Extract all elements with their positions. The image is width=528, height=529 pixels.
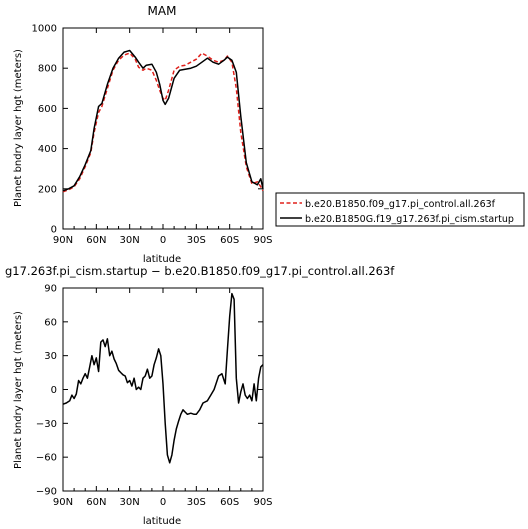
bottom-x-tick-label: 90N: [53, 497, 73, 508]
bottom-series-line-1: [62, 292, 264, 464]
top-y-tick-label: 0: [51, 225, 57, 236]
top-x-tick-label: 90N: [53, 235, 73, 246]
bottom-chart-ylabel: Planet bndry layer hgt (meters): [13, 311, 24, 469]
bottom-x-tick-label: 30S: [187, 497, 206, 508]
legend-label-series-1: b.e20.B1850.f09_g17.pi_control.all.263f: [305, 199, 496, 210]
top-x-tick-label: 90S: [253, 235, 272, 246]
top-chart-ylabel: Planet bndry layer hgt (meters): [13, 49, 24, 207]
top-series-line-2: [62, 49, 264, 192]
top-x-tick-label: 60S: [220, 235, 239, 246]
top-y-tick-label: 200: [38, 184, 57, 195]
top-x-tick-label: 30S: [187, 235, 206, 246]
bottom-x-tick-label: 0: [160, 497, 166, 508]
top-x-tick-label: 30N: [120, 235, 140, 246]
bottom-y-tick-label: 90: [44, 284, 57, 295]
top-series-line-1: [62, 52, 264, 193]
bottom-chart: g17.263f.pi_cism.startup − b.e20.B1850.f…: [5, 264, 395, 527]
top-x-tick-label: 0: [160, 235, 166, 246]
bottom-x-tick-label: 90S: [253, 497, 272, 508]
legend-label-series-2: b.e20.B1850G.f19_g17.263f.pi_cism.startu…: [305, 214, 514, 225]
legend-box: [275, 192, 525, 227]
bottom-chart-title: g17.263f.pi_cism.startup − b.e20.B1850.f…: [5, 264, 395, 278]
top-y-tick-label: 400: [38, 144, 57, 155]
bottom-y-tick-label: −60: [36, 453, 57, 464]
bottom-chart-xlabel: latitude: [143, 516, 181, 527]
bottom-y-tick-label: 30: [44, 351, 57, 362]
top-y-tick-label: 1000: [32, 24, 57, 35]
bottom-y-tick-label: −30: [36, 419, 57, 430]
bottom-x-tick-label: 60N: [86, 497, 106, 508]
bottom-x-tick-label: 30N: [120, 497, 140, 508]
top-chart-xlabel: latitude: [143, 254, 181, 265]
top-x-tick-label: 60N: [86, 235, 106, 246]
bottom-y-tick-label: −90: [36, 487, 57, 498]
top-y-tick-label: 800: [38, 64, 57, 75]
top-y-tick-label: 600: [38, 104, 57, 115]
top-chart-frame: [62, 27, 264, 230]
bottom-y-tick-label: 0: [51, 385, 57, 396]
top-chart-title: MAM: [148, 4, 177, 18]
bottom-y-tick-label: 60: [44, 317, 57, 328]
bottom-x-tick-label: 60S: [220, 497, 239, 508]
top-chart: MAM 90N 60N 30N 0 30S 60S 90S 0 200 400 600 800 100…: [13, 4, 525, 265]
top-chart-legend: b.e20.B1850.f09_g17.pi_control.all.263f …: [275, 192, 525, 227]
